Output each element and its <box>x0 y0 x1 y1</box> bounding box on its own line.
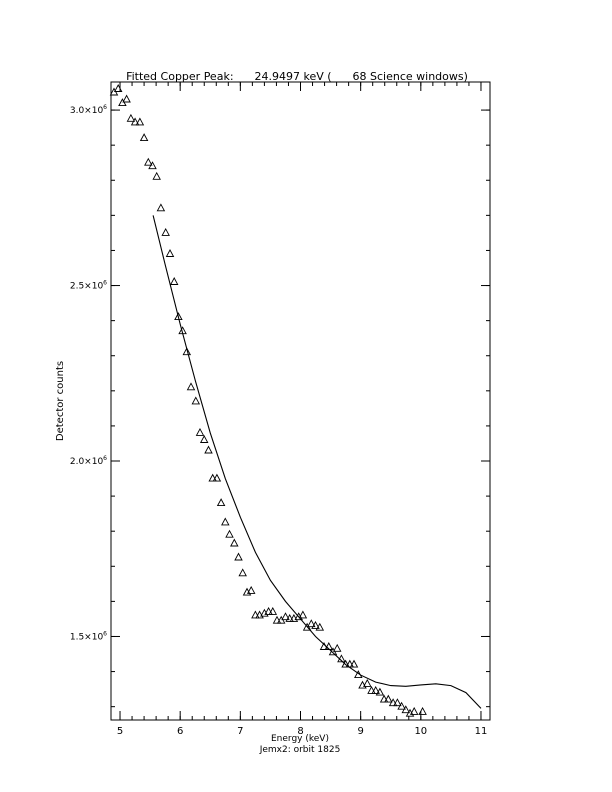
data-point <box>204 445 213 454</box>
data-points <box>109 84 427 717</box>
chart-title: Fitted Copper Peak: 24.9497 keV ( 68 Sci… <box>126 70 468 83</box>
data-point <box>212 473 222 482</box>
data-point <box>144 157 153 166</box>
data-point <box>264 606 273 615</box>
fit-curve-layer <box>152 215 482 709</box>
data-point <box>174 312 183 321</box>
data-point <box>122 94 131 103</box>
data-point <box>191 396 201 405</box>
data-point <box>324 642 334 650</box>
data-point <box>246 585 256 594</box>
data-point <box>281 612 290 621</box>
x-tick-label: 11 <box>475 726 488 737</box>
data-point <box>135 117 145 126</box>
fit-curve <box>152 215 482 709</box>
x-tick-label: 5 <box>117 726 123 737</box>
x-tick-label: 7 <box>237 726 243 737</box>
data-point <box>152 171 161 180</box>
x-tick-labels: 5 6 7 8 9 10 11 <box>117 726 488 737</box>
x-tick-label: 9 <box>357 726 363 737</box>
data-point <box>165 249 175 257</box>
data-point <box>113 84 123 92</box>
data-point <box>216 498 226 507</box>
data-point <box>341 659 350 668</box>
data-point <box>298 610 308 619</box>
data-point <box>409 706 419 715</box>
data-point <box>367 685 376 694</box>
y-tick-label: 2.5×106 <box>70 280 107 292</box>
data-point <box>234 552 243 561</box>
plot-frame <box>110 81 491 721</box>
data-point <box>130 117 140 126</box>
data-point <box>418 706 427 715</box>
data-point <box>375 687 385 696</box>
data-point <box>156 203 166 212</box>
data-point <box>126 113 136 122</box>
data-point <box>199 435 209 443</box>
data-point <box>311 620 320 629</box>
y-tick-labels: 1.5×106 2.0×106 2.5×106 3.0×106 <box>70 104 107 642</box>
y-tick-label: 2.0×106 <box>70 455 107 467</box>
data-point <box>393 698 402 707</box>
x-tick-label: 8 <box>297 726 303 737</box>
data-point <box>371 685 380 694</box>
data-point <box>332 643 342 652</box>
data-point <box>230 538 239 547</box>
data-point <box>268 606 278 615</box>
data-point <box>345 659 355 668</box>
data-point <box>354 670 363 679</box>
y-tick-label: 3.0×106 <box>70 104 107 116</box>
data-point <box>208 473 217 482</box>
data-point <box>251 610 260 619</box>
axis-ticks <box>111 82 490 720</box>
data-point <box>272 615 282 624</box>
data-point <box>178 326 187 335</box>
data-point <box>169 277 179 285</box>
orbit-caption: Jemx2: orbit 1825 <box>259 745 341 755</box>
x-axis-label: Energy (keV) <box>271 734 329 744</box>
data-point <box>349 659 359 668</box>
data-point <box>182 347 192 356</box>
data-point <box>225 529 234 538</box>
x-tick-label: 10 <box>414 726 427 737</box>
data-point <box>401 705 411 714</box>
x-tick-label: 6 <box>177 726 183 737</box>
data-point <box>285 613 294 622</box>
data-point <box>315 622 325 631</box>
data-point <box>161 227 170 236</box>
y-axis-label: Detector counts <box>55 361 66 441</box>
data-point <box>195 427 205 436</box>
data-point <box>363 678 372 687</box>
data-point <box>384 694 393 703</box>
data-point <box>238 568 247 577</box>
data-point <box>319 642 329 650</box>
data-point <box>186 382 196 391</box>
y-tick-label: 1.5×106 <box>70 630 107 642</box>
data-point <box>307 619 316 628</box>
data-point <box>221 517 230 526</box>
data-point <box>397 701 406 710</box>
data-point <box>388 698 398 707</box>
data-point <box>148 161 157 170</box>
data-point <box>337 654 346 663</box>
data-point <box>379 694 389 703</box>
data-point <box>139 133 149 142</box>
